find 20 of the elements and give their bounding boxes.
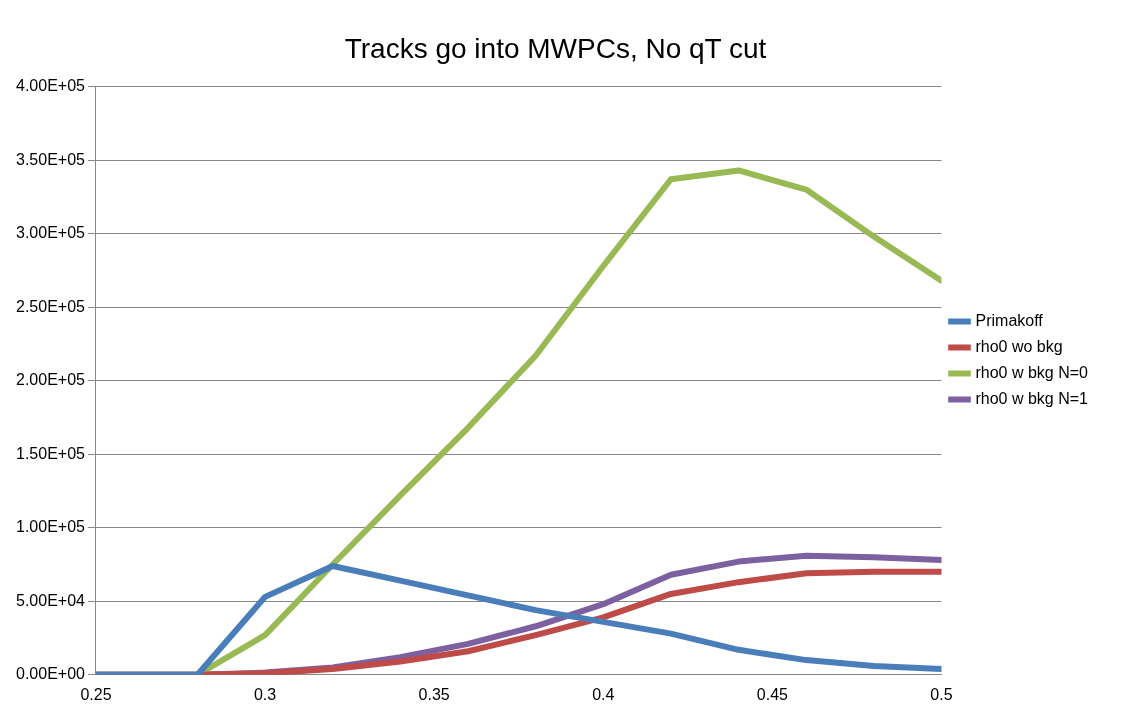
y-tick-label: 4.00E+05 <box>16 77 86 95</box>
y-tick-label: 3.00E+05 <box>16 224 86 242</box>
x-tick-label: 0.5 <box>930 685 953 703</box>
x-tick-label: 0.25 <box>80 685 112 703</box>
y-tick-label: 3.50E+05 <box>16 150 86 168</box>
y-tick-label: 0.00E+00 <box>16 665 86 683</box>
y-tick-label: 2.50E+05 <box>16 297 86 315</box>
y-tick-label: 1.50E+05 <box>16 444 86 462</box>
x-tick-label: 0.35 <box>418 685 450 703</box>
y-tick-label: 1.00E+05 <box>16 518 86 536</box>
x-tick-label: 0.3 <box>253 685 277 703</box>
legend-label: rho0 w bkg N=1 <box>975 389 1089 407</box>
y-tick-label: 5.00E+04 <box>16 591 86 609</box>
legend-label: rho0 wo bkg <box>975 337 1063 355</box>
x-tick-label: 0.4 <box>592 685 615 703</box>
chart-title: Tracks go into MWPCs, No qT cut <box>344 32 767 64</box>
legend-label: rho0 w bkg N=0 <box>975 363 1089 381</box>
x-tick-label: 0.45 <box>756 685 789 703</box>
y-tick-label: 2.00E+05 <box>16 371 86 389</box>
legend-label: Primakoff <box>975 311 1044 329</box>
